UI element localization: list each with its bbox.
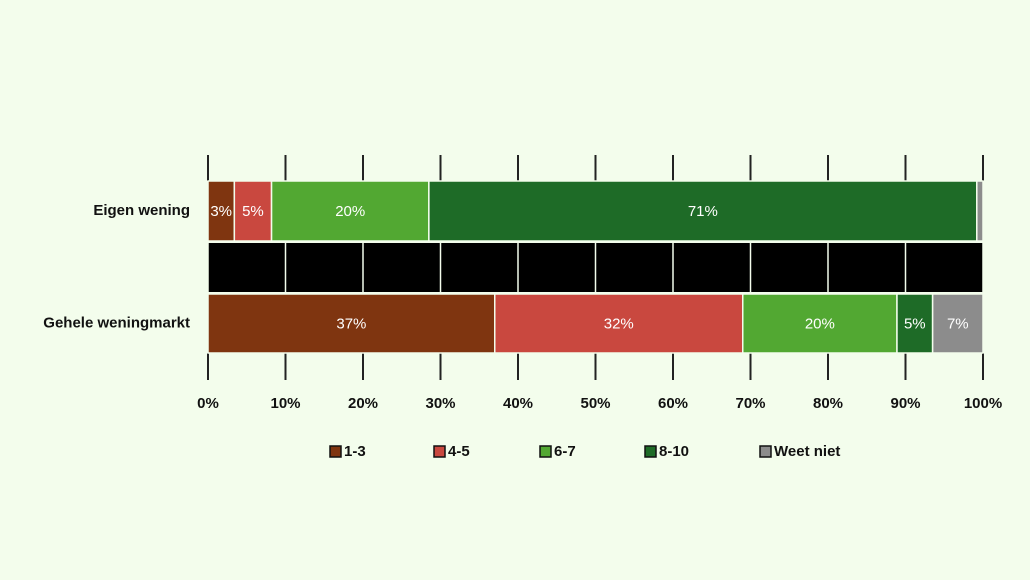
y-tick-label: Gehele weningmarkt [43, 314, 190, 331]
data-label: 5% [242, 203, 264, 220]
legend-label: 4-5 [448, 443, 470, 460]
bar-segment [742, 293, 898, 354]
legend-label: Weet niet [774, 443, 840, 460]
data-label: 37% [336, 315, 366, 332]
legend-swatch [433, 445, 446, 458]
bar-segment [428, 180, 978, 242]
x-tick-label: 20% [348, 395, 378, 412]
x-tick-label: 70% [735, 395, 765, 412]
data-label: 20% [335, 203, 365, 220]
bar-segment [976, 180, 984, 242]
legend-swatch [759, 445, 772, 458]
data-label: 32% [604, 315, 634, 332]
legend-swatch [644, 445, 657, 458]
data-label: 5% [904, 315, 926, 332]
legend-label: 6-7 [554, 443, 576, 460]
x-tick-label: 50% [580, 395, 610, 412]
data-label: 71% [688, 203, 718, 220]
legend-label: 1-3 [344, 443, 366, 460]
x-tick-label: 100% [964, 395, 1002, 412]
x-tick-label: 0% [197, 395, 219, 412]
bar-segment [207, 293, 496, 354]
y-tick-label: Eigen wening [93, 202, 190, 219]
bar-segment [207, 180, 236, 242]
x-tick-label: 10% [270, 395, 300, 412]
bar-segment [896, 293, 934, 354]
legend-swatch [329, 445, 342, 458]
x-tick-label: 30% [425, 395, 455, 412]
x-tick-label: 80% [813, 395, 843, 412]
x-tick-label: 90% [890, 395, 920, 412]
bar-segment [270, 180, 430, 242]
legend-swatch [539, 445, 552, 458]
data-label: 3% [210, 203, 232, 220]
legend-label: 8-10 [659, 443, 689, 460]
data-label: 7% [947, 315, 969, 332]
x-tick-label: 40% [503, 395, 533, 412]
data-label: 20% [805, 315, 835, 332]
x-tick-label: 60% [658, 395, 688, 412]
bar-segment [931, 293, 984, 354]
